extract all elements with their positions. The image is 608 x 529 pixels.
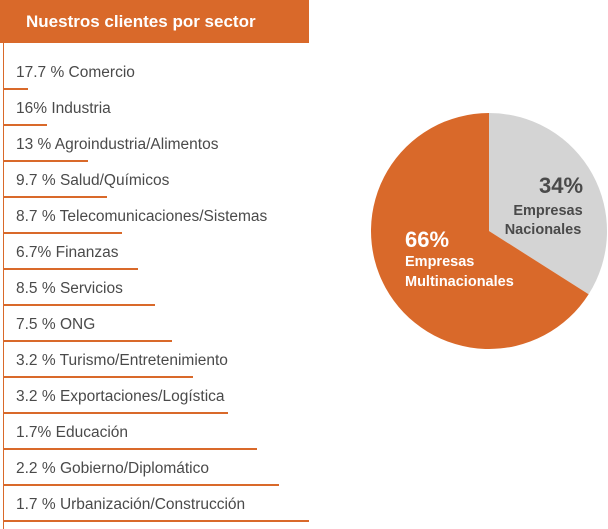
pie-label-multinacionales-line2: Multinacionales <box>405 274 514 290</box>
sector-row: 16% Industria <box>4 79 310 126</box>
sector-label: 7.5 % ONG <box>16 316 96 333</box>
sector-row: 17.7 % Comercio <box>4 43 310 90</box>
sector-label: 8.5 % Servicios <box>16 280 123 297</box>
sector-label: 16% Industria <box>16 100 111 117</box>
sector-row: 7.5 % ONG <box>4 295 310 342</box>
sector-underline <box>4 340 172 342</box>
sector-underline <box>4 304 155 306</box>
sector-underline <box>4 412 228 414</box>
sector-row: 9.7 % Salud/Químicos <box>4 151 310 198</box>
sector-row: 2.2 % Gobierno/Diplomático <box>4 439 310 486</box>
sector-underline <box>4 448 257 450</box>
sector-row: 1.7% Educación <box>4 403 310 450</box>
sector-label: 3.2 % Turismo/Entretenimiento <box>16 352 228 369</box>
sector-label: 13 % Agroindustria/Alimentos <box>16 136 219 153</box>
sector-label: 17.7 % Comercio <box>16 64 135 81</box>
sector-underline <box>4 88 28 90</box>
pie-label-multinacionales-line1: Empresas <box>405 254 474 270</box>
sector-label: 1.7% Educación <box>16 424 129 441</box>
sector-label: 8.7 % Telecomunicaciones/Sistemas <box>16 208 268 225</box>
page-title: Nuestros clientes por sector <box>0 0 309 43</box>
sector-underline <box>4 196 107 198</box>
sector-label: 1.7 % Urbanización/Construcción <box>16 496 246 513</box>
sector-underline <box>4 520 309 522</box>
sector-list: 17.7 % Comercio 16% Industria 13 % Agroind… <box>3 43 310 529</box>
pie-label-nacionales-line2: Nacionales <box>505 222 582 238</box>
pie-label-nacionales-line1: Empresas <box>513 203 582 219</box>
sector-label: 3.2 % Exportaciones/Logística <box>16 388 225 405</box>
pie-slice-multinacionales <box>371 113 589 349</box>
sector-underline <box>4 484 279 486</box>
pie-slice-nacionales <box>489 113 608 295</box>
pie-label-nacionales-pct: 34% <box>539 173 583 198</box>
sector-row: 1.7 % Urbanización/Construcción <box>4 475 310 522</box>
sector-row: 8.5 % Servicios <box>4 259 310 306</box>
sector-row: 6.7% Finanzas <box>4 223 310 270</box>
sector-underline <box>4 160 88 162</box>
sector-underline <box>4 232 122 234</box>
sector-row: 3.2 % Turismo/Entretenimiento <box>4 331 310 378</box>
sector-label: 6.7% Finanzas <box>16 244 119 261</box>
pie-label-multinacionales-pct: 66% <box>405 227 449 252</box>
sector-underline <box>4 268 138 270</box>
sector-label: 9.7 % Salud/Químicos <box>16 172 170 189</box>
sector-row: 3.2 % Exportaciones/Logística <box>4 367 310 414</box>
sector-underline <box>4 124 47 126</box>
sector-row: 8.7 % Telecomunicaciones/Sistemas <box>4 187 310 234</box>
sector-underline <box>4 376 193 378</box>
sector-row: 13 % Agroindustria/Alimentos <box>4 115 310 162</box>
sector-label: 2.2 % Gobierno/Diplomático <box>16 460 209 477</box>
